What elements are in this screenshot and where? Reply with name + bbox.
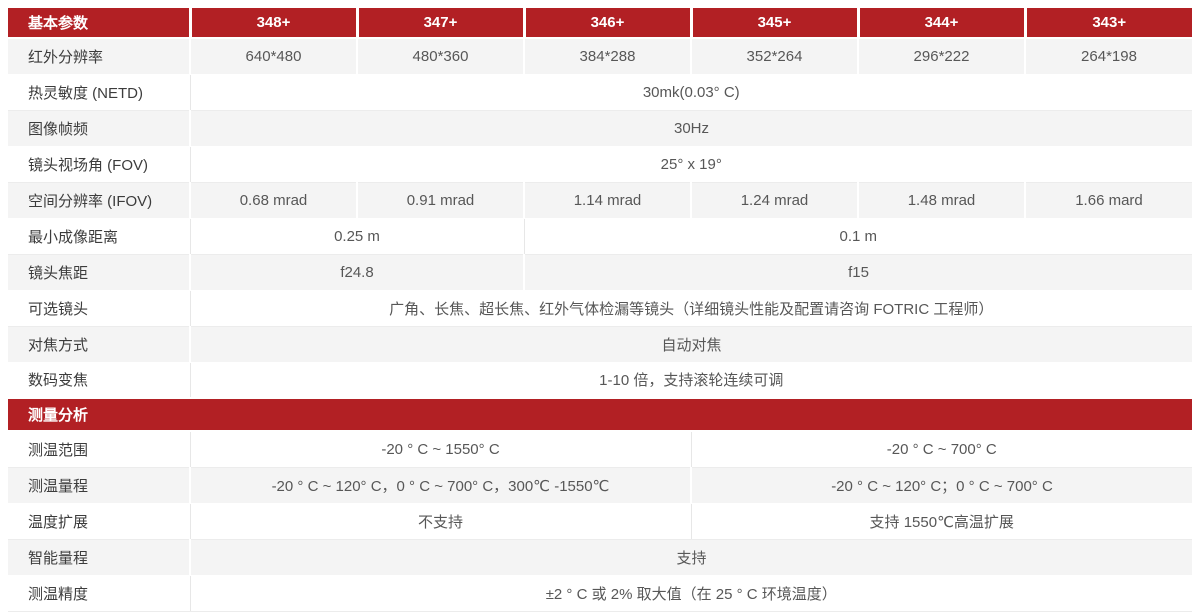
row-label: 测温精度 bbox=[8, 575, 191, 612]
row-frame-rate: 图像帧频 30Hz bbox=[8, 110, 1192, 147]
cell-value: 0.91 mrad bbox=[357, 182, 525, 219]
spec-table: 基本参数 348+ 347+ 346+ 345+ 344+ 343+ 红外分辨率… bbox=[8, 8, 1192, 612]
cell-value: 1-10 倍，支持滚轮连续可调 bbox=[190, 362, 1192, 399]
row-temp-range: 测温范围 -20 ° C ~ 1550° C -20 ° C ~ 700° C bbox=[8, 431, 1192, 468]
section-title-basic-params: 基本参数 bbox=[8, 8, 192, 39]
row-label: 空间分辨率 (IFOV) bbox=[8, 182, 191, 219]
row-label: 最小成像距离 bbox=[8, 218, 191, 255]
cell-value: 自动对焦 bbox=[190, 326, 1192, 363]
row-temp-accuracy: 测温精度 ±2 ° C 或 2% 取大值（在 25 ° C 环境温度） bbox=[8, 575, 1192, 612]
cell-value: 264*198 bbox=[1025, 38, 1192, 75]
cell-value: 1.14 mrad bbox=[524, 182, 692, 219]
section-title-measurement-analysis-row: 测量分析 bbox=[8, 397, 1192, 432]
cell-value: 30mk(0.03° C) bbox=[190, 74, 1192, 111]
row-label: 镜头视场角 (FOV) bbox=[8, 146, 191, 183]
table-header-row: 基本参数 348+ 347+ 346+ 345+ 344+ 343+ bbox=[8, 8, 1192, 39]
column-header-344plus: 344+ bbox=[858, 8, 1027, 39]
cell-value: 1.48 mrad bbox=[858, 182, 1026, 219]
cell-value: 支持 1550℃高温扩展 bbox=[691, 503, 1192, 540]
cell-value: 不支持 bbox=[190, 503, 692, 540]
cell-value: ±2 ° C 或 2% 取大值（在 25 ° C 环境温度） bbox=[190, 575, 1192, 612]
column-header-347plus: 347+ bbox=[357, 8, 526, 39]
row-label: 测温量程 bbox=[8, 467, 191, 504]
row-label: 对焦方式 bbox=[8, 326, 191, 363]
cell-value: 0.1 m bbox=[524, 218, 1192, 255]
cell-value: 30Hz bbox=[190, 110, 1192, 147]
row-label: 可选镜头 bbox=[8, 290, 191, 327]
cell-value: -20 ° C ~ 700° C bbox=[691, 431, 1192, 468]
cell-value: 广角、长焦、超长焦、红外气体检漏等镜头（详细镜头性能及配置请咨询 FOTRIC … bbox=[190, 290, 1192, 327]
row-optional-lenses: 可选镜头 广角、长焦、超长焦、红外气体检漏等镜头（详细镜头性能及配置请咨询 FO… bbox=[8, 290, 1192, 327]
row-smart-range: 智能量程 支持 bbox=[8, 539, 1192, 576]
cell-value: -20 ° C ~ 120° C，0 ° C ~ 700° C，300℃ -15… bbox=[190, 467, 692, 504]
row-label: 温度扩展 bbox=[8, 503, 191, 540]
cell-value: -20 ° C ~ 120° C；0 ° C ~ 700° C bbox=[691, 467, 1192, 504]
row-min-imaging-distance: 最小成像距离 0.25 m 0.1 m bbox=[8, 218, 1192, 255]
cell-value: f15 bbox=[524, 254, 1192, 291]
row-netd: 热灵敏度 (NETD) 30mk(0.03° C) bbox=[8, 74, 1192, 111]
row-focal-length: 镜头焦距 f24.8 f15 bbox=[8, 254, 1192, 291]
row-label: 图像帧频 bbox=[8, 110, 191, 147]
cell-value: 1.24 mrad bbox=[691, 182, 859, 219]
cell-value: 25° x 19° bbox=[190, 146, 1192, 183]
row-label: 红外分辨率 bbox=[8, 38, 191, 75]
cell-value: 480*360 bbox=[357, 38, 525, 75]
row-focus-mode: 对焦方式 自动对焦 bbox=[8, 326, 1192, 363]
cell-value: f24.8 bbox=[190, 254, 525, 291]
row-label: 镜头焦距 bbox=[8, 254, 191, 291]
cell-value: 1.66 mard bbox=[1025, 182, 1192, 219]
row-label: 智能量程 bbox=[8, 539, 191, 576]
cell-value: -20 ° C ~ 1550° C bbox=[190, 431, 692, 468]
row-fov: 镜头视场角 (FOV) 25° x 19° bbox=[8, 146, 1192, 183]
column-header-345plus: 345+ bbox=[691, 8, 860, 39]
row-ir-resolution: 红外分辨率 640*480 480*360 384*288 352*264 29… bbox=[8, 38, 1192, 75]
row-digital-zoom: 数码变焦 1-10 倍，支持滚轮连续可调 bbox=[8, 362, 1192, 399]
column-header-346plus: 346+ bbox=[524, 8, 693, 39]
cell-value: 296*222 bbox=[858, 38, 1026, 75]
row-temp-extension: 温度扩展 不支持 支持 1550℃高温扩展 bbox=[8, 503, 1192, 540]
cell-value: 640*480 bbox=[190, 38, 358, 75]
row-label: 测温范围 bbox=[8, 431, 191, 468]
row-ifov: 空间分辨率 (IFOV) 0.68 mrad 0.91 mrad 1.14 mr… bbox=[8, 182, 1192, 219]
cell-value: 0.25 m bbox=[190, 218, 525, 255]
cell-value: 384*288 bbox=[524, 38, 692, 75]
row-label: 数码变焦 bbox=[8, 362, 191, 399]
row-temp-spans: 测温量程 -20 ° C ~ 120° C，0 ° C ~ 700° C，300… bbox=[8, 467, 1192, 504]
cell-value: 352*264 bbox=[691, 38, 859, 75]
section-title-measurement-analysis: 测量分析 bbox=[8, 397, 1192, 432]
cell-value: 0.68 mrad bbox=[190, 182, 358, 219]
cell-value: 支持 bbox=[190, 539, 1192, 576]
row-label: 热灵敏度 (NETD) bbox=[8, 74, 191, 111]
column-header-343plus: 343+ bbox=[1025, 8, 1192, 39]
column-header-348plus: 348+ bbox=[190, 8, 359, 39]
